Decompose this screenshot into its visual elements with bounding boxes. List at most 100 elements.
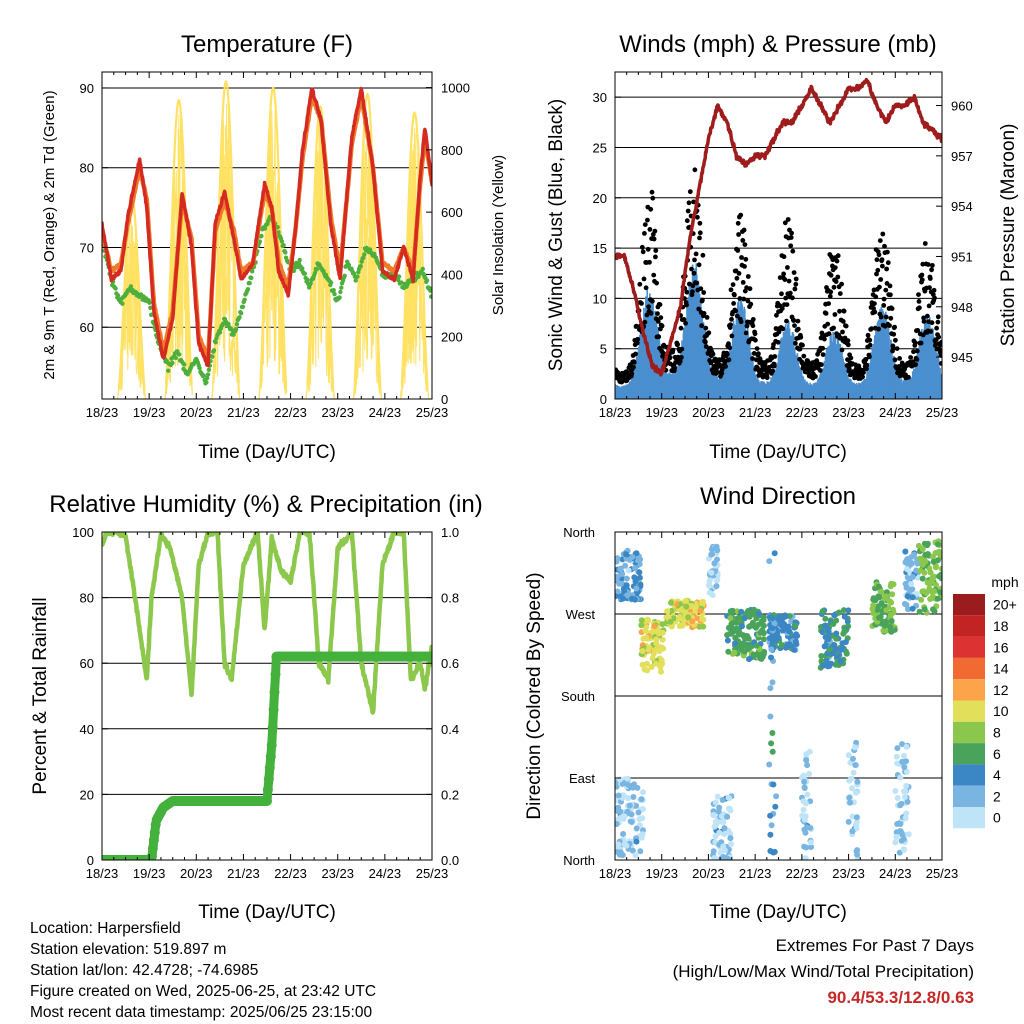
legend-label: 20+ bbox=[993, 597, 1017, 613]
x-tick-label: 24/23 bbox=[369, 405, 402, 420]
gust-point bbox=[646, 304, 651, 310]
y-tick-label: 0 bbox=[87, 853, 94, 868]
direction-point bbox=[870, 596, 877, 603]
direction-point bbox=[747, 622, 754, 629]
direction-point bbox=[881, 622, 888, 629]
direction-point bbox=[645, 646, 652, 653]
direction-point bbox=[853, 814, 860, 821]
gust-point bbox=[820, 352, 826, 357]
direction-point bbox=[838, 646, 845, 653]
direction-point bbox=[615, 841, 622, 848]
gust-point bbox=[742, 242, 748, 248]
direction-point bbox=[628, 811, 635, 818]
gust-point bbox=[703, 339, 708, 345]
gust-point bbox=[645, 246, 651, 252]
humidity-axes: 18/23 19/23 20/23 21/23 22/23 23/23 24/23 25/23… bbox=[72, 525, 459, 881]
gust-point bbox=[833, 279, 839, 284]
direction-point bbox=[767, 685, 774, 692]
gust-point bbox=[881, 303, 887, 308]
y-tick-label: 80 bbox=[80, 161, 94, 176]
gust-point bbox=[906, 374, 911, 380]
gust-point bbox=[788, 235, 794, 240]
speed-legend: mph 20+ 18 16 14 12 10 8 6 4 2 0 bbox=[953, 574, 1019, 829]
gust-point bbox=[928, 329, 934, 334]
direction-point bbox=[710, 811, 717, 818]
dewpoint-point bbox=[279, 239, 285, 244]
dewpoint-point bbox=[197, 365, 202, 371]
direction-point bbox=[824, 663, 831, 670]
dewpoint-point bbox=[217, 330, 223, 335]
gust-point bbox=[929, 267, 934, 273]
direction-point bbox=[908, 581, 915, 587]
dewpoint-point bbox=[362, 252, 367, 257]
direction-point bbox=[753, 642, 760, 649]
gust-point bbox=[843, 323, 849, 329]
gust-point bbox=[745, 298, 751, 304]
dewpoint-point bbox=[237, 315, 242, 320]
direction-point bbox=[840, 607, 847, 614]
gust-point bbox=[723, 364, 728, 369]
direction-point bbox=[825, 628, 832, 635]
direction-point bbox=[620, 585, 627, 592]
direction-point bbox=[698, 615, 705, 622]
gust-point bbox=[922, 241, 928, 246]
direction-point bbox=[909, 594, 916, 601]
direction-point bbox=[793, 640, 800, 647]
direction-point bbox=[727, 835, 734, 842]
gust-point bbox=[700, 297, 705, 303]
direction-point bbox=[904, 574, 911, 581]
direction-point bbox=[633, 825, 640, 832]
direction-point bbox=[615, 558, 620, 565]
gust-point bbox=[683, 320, 688, 326]
gust-point bbox=[795, 326, 801, 332]
gust-point bbox=[872, 301, 877, 306]
gust-point bbox=[647, 259, 652, 265]
gust-point bbox=[771, 363, 777, 369]
direction-point bbox=[849, 828, 856, 835]
direction-point bbox=[623, 575, 630, 582]
direction-point bbox=[714, 576, 721, 582]
dewpoint-point bbox=[206, 367, 212, 372]
gust-point bbox=[828, 289, 834, 295]
x-tick-label: 18/23 bbox=[86, 866, 119, 881]
direction-point bbox=[659, 629, 666, 636]
direction-point bbox=[896, 849, 903, 856]
direction-point bbox=[699, 599, 706, 606]
direction-axes: 18/23 19/23 20/23 21/23 22/23 23/23 24/23 25/23… bbox=[561, 525, 958, 881]
gust-point bbox=[648, 206, 654, 212]
direction-point bbox=[921, 606, 928, 613]
direction-point bbox=[888, 618, 895, 624]
gust-point bbox=[703, 325, 709, 331]
gust-point bbox=[878, 277, 884, 282]
direction-point bbox=[807, 839, 814, 846]
direction-point bbox=[741, 648, 748, 655]
legend-swatch bbox=[953, 807, 985, 829]
direction-point bbox=[902, 815, 909, 822]
y-tick-label: 20 bbox=[80, 787, 94, 802]
gust-point bbox=[845, 338, 851, 343]
gust-point bbox=[692, 167, 698, 173]
direction-point bbox=[919, 546, 926, 553]
direction-point bbox=[616, 776, 623, 783]
x-tick-label: 22/23 bbox=[786, 866, 819, 881]
gust-point bbox=[644, 312, 650, 318]
direction-point bbox=[658, 668, 664, 675]
dewpoint-point bbox=[166, 368, 171, 373]
gust-point bbox=[737, 296, 743, 301]
direction-point bbox=[768, 654, 774, 661]
direction-point bbox=[620, 792, 627, 799]
direction-point bbox=[927, 596, 934, 602]
y2-tick-label: 0.6 bbox=[441, 656, 459, 671]
direction-point bbox=[706, 578, 713, 585]
direction-point bbox=[768, 740, 775, 747]
legend-label: 10 bbox=[993, 703, 1009, 719]
gust-point bbox=[633, 351, 638, 357]
direction-point bbox=[843, 648, 849, 655]
gust-point bbox=[701, 311, 707, 316]
gust-point bbox=[753, 357, 759, 363]
direction-point bbox=[894, 745, 901, 752]
direction-point bbox=[740, 642, 747, 649]
gust-point bbox=[764, 375, 770, 381]
direction-point bbox=[643, 660, 650, 667]
y-tick-label: 0 bbox=[600, 392, 607, 407]
